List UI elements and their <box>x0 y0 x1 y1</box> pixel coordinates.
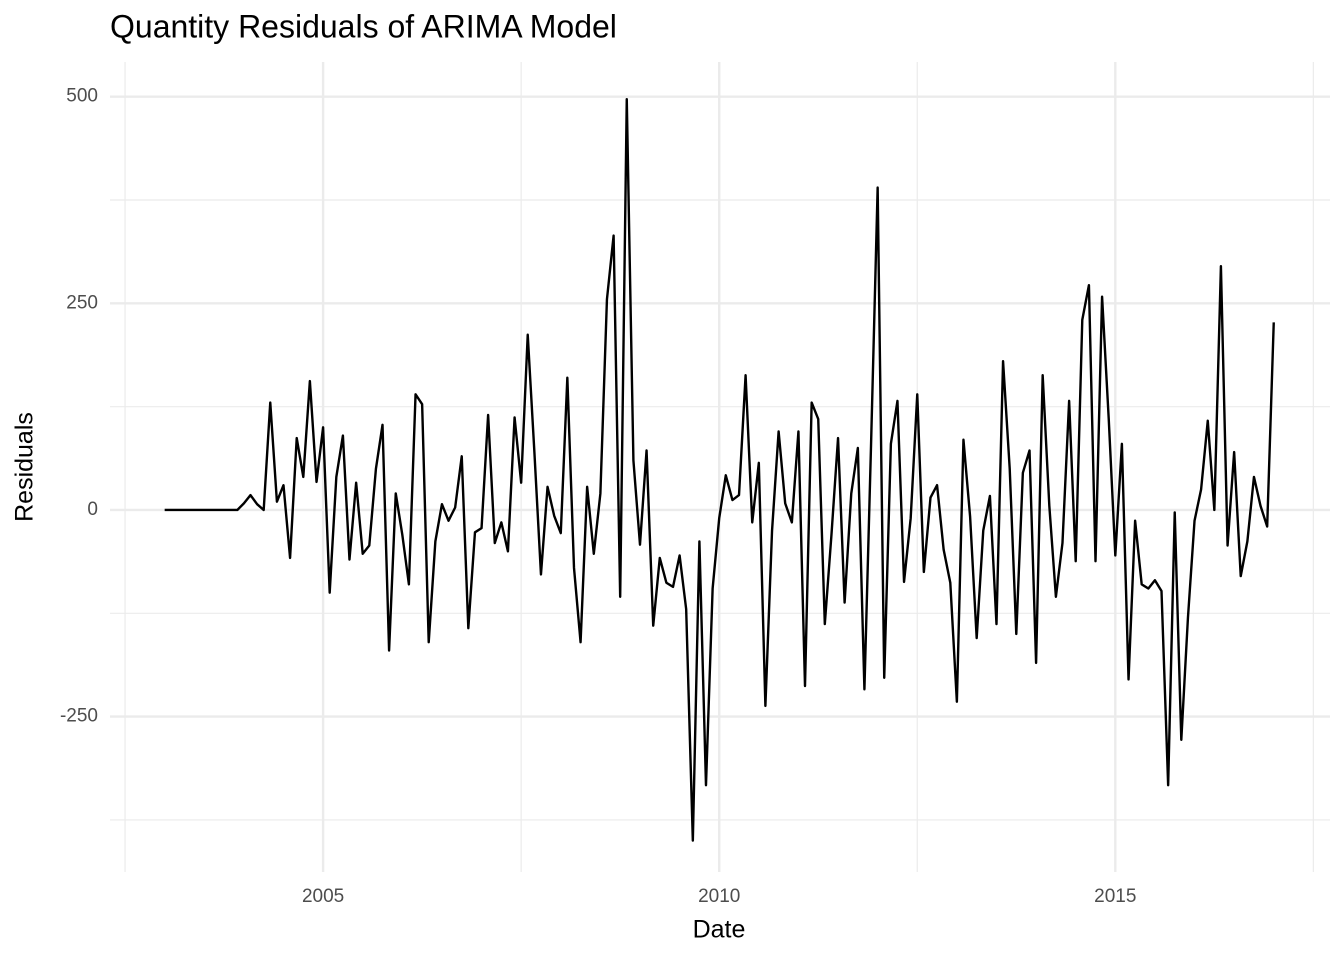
residual-line <box>164 97 1275 842</box>
x-tick-label: 2015 <box>1094 886 1136 907</box>
x-axis-title: Date <box>693 916 746 944</box>
y-tick-label: 500 <box>66 86 98 107</box>
y-tick-label: 0 <box>87 499 98 520</box>
chart-title: Quantity Residuals of ARIMA Model <box>110 8 617 44</box>
x-tick-label: 2010 <box>698 886 740 907</box>
x-tick-label: 2005 <box>302 886 344 907</box>
y-tick-label: -250 <box>60 706 98 727</box>
y-axis-title: Residuals <box>11 412 39 522</box>
y-tick-label: 250 <box>66 292 98 313</box>
